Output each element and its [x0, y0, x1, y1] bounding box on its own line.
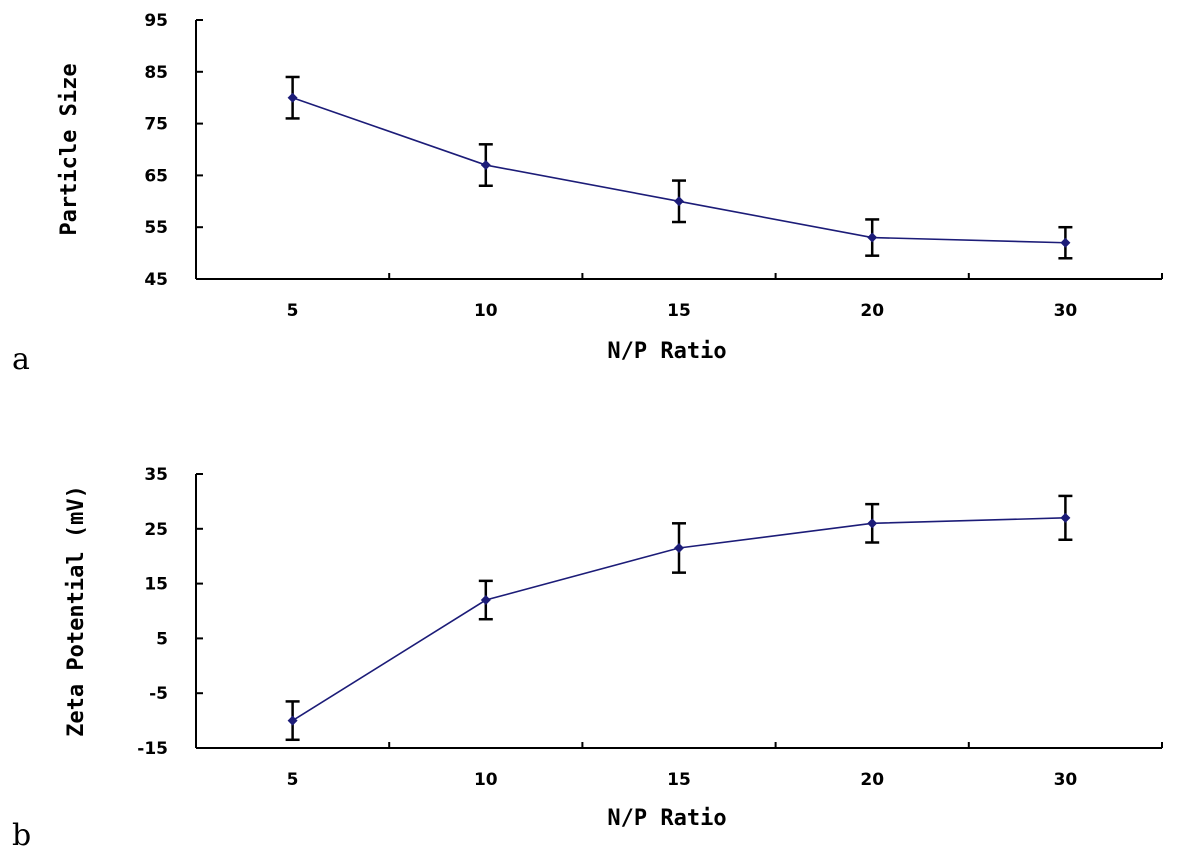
data-point: [1060, 512, 1071, 523]
y-tick-label: 45: [144, 270, 168, 290]
data-point: [674, 196, 684, 207]
chart-panel-a: 95 85 75 65 55 45 5 10 15 20 30 N/P Ratio Particle S…: [12, 11, 1163, 377]
chart-panel-b: 35 25 15 5 -5 -15 5 10 15 20 30 N/P Ratio Zeta Poten…: [12, 465, 1163, 850]
x-tick-label: 5: [287, 301, 299, 321]
data-point: [1060, 237, 1071, 248]
x-tick-label: 10: [474, 770, 498, 790]
x-tick-label: 10: [474, 301, 498, 321]
y-tick-label: 85: [144, 63, 168, 83]
y-tick-label: -15: [137, 739, 168, 759]
x-tick-label: 20: [860, 770, 884, 790]
x-tick-label: 30: [1054, 770, 1078, 790]
x-tick-label: 15: [667, 301, 691, 321]
panel-label: b: [12, 818, 31, 850]
y-tick-label: 5: [156, 629, 168, 649]
x-tick-label: 15: [667, 770, 691, 790]
data-point: [287, 92, 298, 103]
y-tick-label: 25: [144, 520, 168, 540]
y-tick-label: -5: [149, 684, 168, 704]
x-tick-label: 5: [287, 770, 299, 790]
data-point: [867, 232, 878, 243]
panel-label: a: [12, 342, 30, 377]
x-axis-title: N/P Ratio: [607, 806, 726, 831]
y-tick-label: 95: [144, 11, 168, 31]
data-point: [480, 160, 491, 171]
x-axis-title: N/P Ratio: [607, 339, 726, 364]
y-tick-label: 65: [144, 166, 168, 186]
data-point: [287, 715, 298, 726]
y-tick-label: 55: [144, 218, 168, 238]
x-tick-label: 30: [1054, 301, 1078, 321]
y-tick-label: 75: [144, 115, 168, 135]
y-tick-label: 15: [144, 575, 168, 595]
data-point: [674, 542, 684, 553]
data-point: [480, 595, 491, 606]
y-axis-title: Particle Size: [57, 63, 82, 235]
y-tick-label: 35: [144, 465, 168, 485]
y-axis-title: Zeta Potential (mV): [64, 485, 89, 737]
data-point: [867, 518, 878, 529]
x-tick-label: 20: [860, 301, 884, 321]
